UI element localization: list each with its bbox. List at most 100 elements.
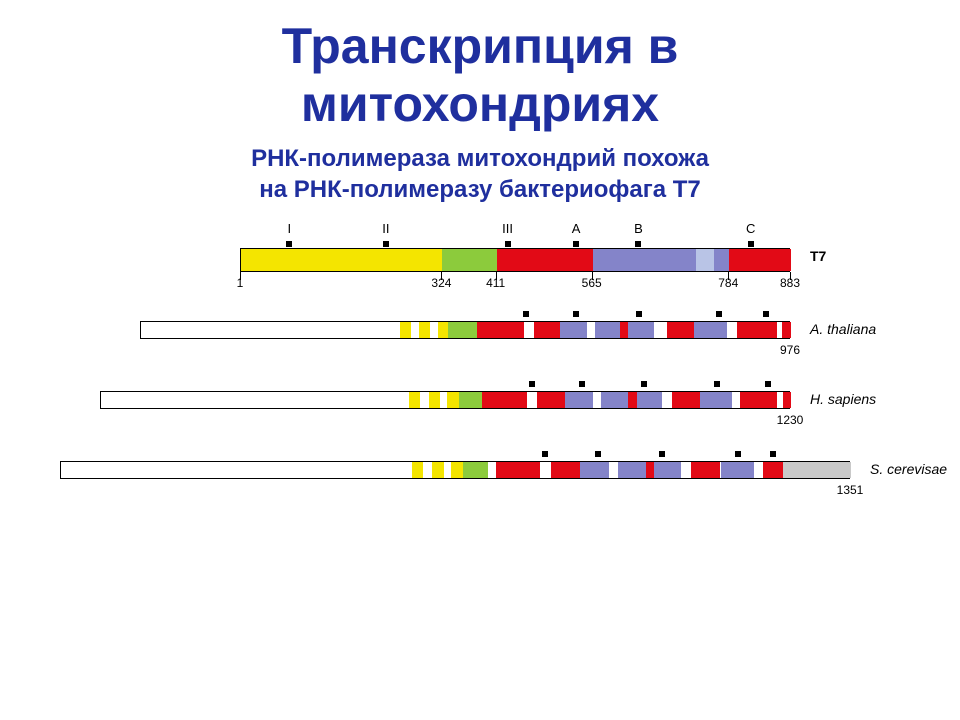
motif-label: C	[746, 221, 755, 236]
track-bar-A.thaliana	[140, 321, 790, 339]
segment	[783, 392, 791, 408]
segment	[667, 322, 694, 338]
motif-label: II	[382, 221, 389, 236]
position-label: 784	[718, 276, 738, 290]
segment	[628, 392, 636, 408]
segment	[527, 392, 537, 408]
segment	[241, 249, 442, 271]
segment	[537, 392, 565, 408]
motif-label: A	[572, 221, 581, 236]
track-row-T7: IIIIIIABC1324411565784883T7	[40, 223, 920, 293]
segment	[732, 392, 740, 408]
segment	[61, 462, 412, 478]
segment	[448, 322, 477, 338]
motif-tick	[765, 381, 771, 387]
segment	[442, 249, 496, 271]
segment	[737, 322, 777, 338]
motif-tick	[383, 241, 389, 247]
motif-tick	[573, 241, 579, 247]
segment	[101, 392, 409, 408]
subtitle-line2: на РНК-полимеразу бактериофага T7	[259, 176, 701, 203]
segment	[440, 392, 447, 408]
length-label: 1230	[777, 413, 804, 427]
motif-tick	[505, 241, 511, 247]
segment	[551, 462, 580, 478]
segment	[729, 249, 791, 271]
segment	[618, 462, 646, 478]
species-label-H.sapiens: H. sapiens	[810, 391, 876, 407]
species-label-S.cerevisae: S. cerevisae	[870, 461, 947, 477]
segment	[587, 322, 595, 338]
segment	[672, 392, 700, 408]
position-label: 883	[780, 276, 800, 290]
segment	[763, 462, 783, 478]
motif-label: I	[287, 221, 291, 236]
segment	[438, 322, 449, 338]
segment	[721, 462, 731, 478]
segment	[783, 462, 851, 478]
segment	[423, 462, 432, 478]
segment	[429, 392, 440, 408]
track-row-A.thaliana: 976A. thaliana	[40, 293, 920, 363]
segment	[754, 462, 763, 478]
motif-tick	[573, 311, 579, 317]
motif-tick	[523, 311, 529, 317]
segment	[620, 322, 628, 338]
segment	[601, 392, 628, 408]
motif-tick	[286, 241, 292, 247]
track-row-S.cerevisae: 1351S. cerevisae	[40, 433, 920, 503]
motif-tick	[641, 381, 647, 387]
segment	[565, 392, 593, 408]
segment	[700, 392, 710, 408]
motif-label: B	[634, 221, 643, 236]
segment	[534, 322, 561, 338]
subtitle: РНК-полимераза митохондрий похожа на РНК…	[0, 143, 960, 205]
motif-tick	[636, 311, 642, 317]
segment	[691, 462, 720, 478]
title-line2: митохондриях	[301, 76, 659, 132]
segment	[646, 462, 655, 478]
position-label: 411	[486, 276, 505, 290]
position-label: 565	[582, 276, 602, 290]
motif-tick	[770, 451, 776, 457]
segment	[560, 322, 587, 338]
subtitle-line1: РНК-полимераза митохондрий похожа	[251, 145, 709, 172]
segment	[593, 392, 601, 408]
segment	[654, 322, 667, 338]
segment	[524, 322, 534, 338]
segment	[714, 249, 729, 271]
segment	[400, 322, 411, 338]
motif-tick	[748, 241, 754, 247]
segment	[444, 462, 452, 478]
species-label-T7: T7	[810, 248, 826, 264]
main-title: Транскрипция в митохондриях	[0, 0, 960, 133]
segment	[662, 392, 672, 408]
segment	[710, 392, 732, 408]
motif-tick	[714, 381, 720, 387]
segment	[782, 322, 791, 338]
segment	[409, 392, 420, 408]
segment	[141, 322, 400, 338]
segment	[477, 322, 524, 338]
track-bar-H.sapiens	[100, 391, 790, 409]
segment	[411, 322, 419, 338]
segment	[704, 322, 727, 338]
motif-label: III	[502, 221, 513, 236]
track-row-H.sapiens: 1230 H. sapiens	[40, 363, 920, 433]
motif-tick	[579, 381, 585, 387]
position-label: 324	[431, 276, 451, 290]
length-label: 1351	[837, 483, 864, 497]
segment	[497, 249, 593, 271]
segment	[412, 462, 424, 478]
segment	[419, 322, 430, 338]
position-label: 1	[237, 276, 244, 290]
segment	[459, 392, 483, 408]
segment	[580, 462, 609, 478]
segment	[593, 249, 696, 271]
motif-tick	[529, 381, 535, 387]
segment	[463, 462, 488, 478]
motif-tick	[635, 241, 641, 247]
segment	[488, 462, 497, 478]
segment	[496, 462, 540, 478]
segment	[681, 462, 692, 478]
